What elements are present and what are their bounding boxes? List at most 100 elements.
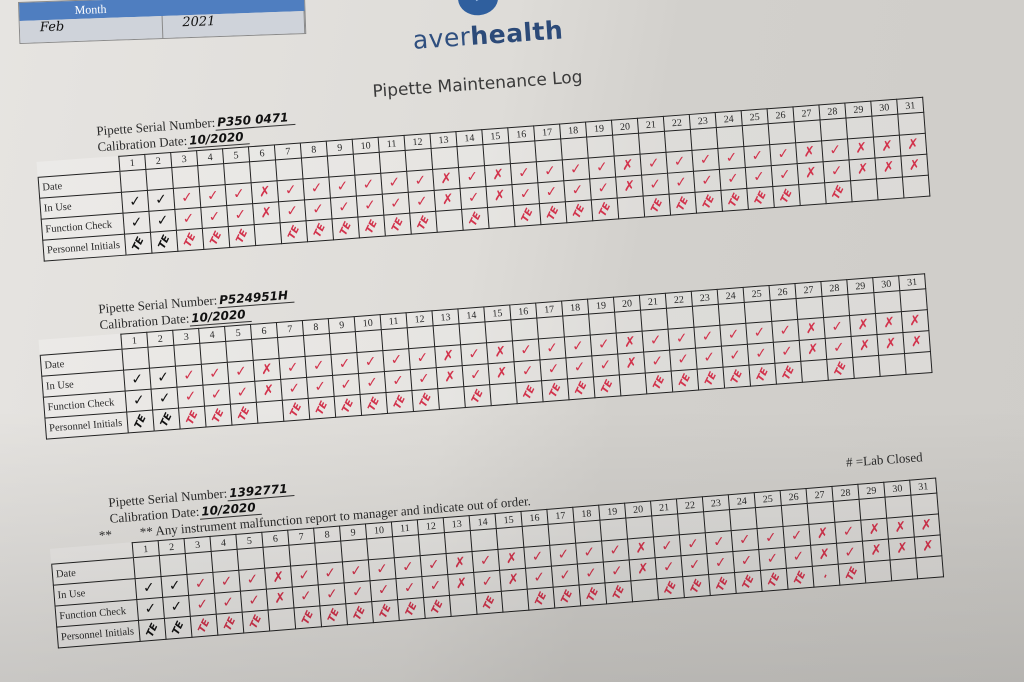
log-cell[interactable] xyxy=(456,144,485,168)
log-cell[interactable]: ✓ xyxy=(472,549,500,573)
log-cell[interactable]: ✓ xyxy=(304,197,332,221)
log-cell[interactable]: ✓ xyxy=(380,171,409,195)
log-cell[interactable]: TE xyxy=(397,597,426,621)
log-cell[interactable]: ✗ xyxy=(797,161,825,185)
log-cell[interactable] xyxy=(904,351,933,375)
log-cell[interactable]: ✗ xyxy=(912,513,941,537)
log-cell[interactable]: TE xyxy=(669,192,697,216)
log-cell[interactable]: ✗ xyxy=(627,536,656,560)
log-cell[interactable]: ✓ xyxy=(577,562,605,586)
log-cell[interactable]: ✓ xyxy=(693,325,722,349)
log-cell[interactable]: ✓ xyxy=(384,369,412,393)
log-cell[interactable]: ✓ xyxy=(290,564,319,588)
log-cell[interactable]: ✓ xyxy=(149,366,177,390)
log-cell[interactable]: TE xyxy=(178,406,207,430)
log-cell[interactable] xyxy=(433,323,461,347)
log-cell[interactable] xyxy=(852,355,881,379)
log-cell[interactable]: ✓ xyxy=(240,589,269,613)
log-cell[interactable]: ✗ xyxy=(875,311,903,335)
log-cell[interactable] xyxy=(807,501,835,525)
log-cell[interactable]: TE xyxy=(604,580,633,604)
log-cell[interactable] xyxy=(716,125,744,149)
log-cell[interactable]: ✗ xyxy=(254,379,283,403)
log-cell[interactable] xyxy=(173,343,202,367)
log-cell[interactable]: ✓ xyxy=(302,177,331,200)
log-cell[interactable]: TE xyxy=(720,188,749,212)
log-cell[interactable]: TE xyxy=(515,380,544,404)
log-cell[interactable]: ✓ xyxy=(771,163,799,187)
log-cell[interactable]: ✓ xyxy=(123,368,152,392)
log-cell[interactable]: TE xyxy=(591,197,619,221)
log-cell[interactable] xyxy=(560,137,589,160)
log-cell[interactable] xyxy=(437,386,466,410)
log-cell[interactable]: ✓ xyxy=(330,352,359,376)
log-cell[interactable]: ✓ xyxy=(151,387,179,411)
log-cell[interactable] xyxy=(630,578,659,602)
log-cell[interactable]: TE xyxy=(697,367,725,391)
log-cell[interactable] xyxy=(794,119,822,143)
log-cell[interactable]: ✗ xyxy=(436,365,464,389)
log-cell[interactable] xyxy=(508,140,537,164)
log-cell[interactable] xyxy=(902,175,930,198)
log-cell[interactable]: ✓ xyxy=(679,532,707,556)
log-cell[interactable]: ✗ xyxy=(901,309,929,333)
log-cell[interactable]: ✗ xyxy=(497,547,526,571)
log-cell[interactable] xyxy=(211,549,239,573)
log-cell[interactable]: ✓ xyxy=(773,340,801,364)
log-cell[interactable]: ✗ xyxy=(434,344,463,368)
log-cell[interactable]: TE xyxy=(202,226,230,250)
log-cell[interactable] xyxy=(718,302,746,326)
log-cell[interactable]: ✗ xyxy=(900,154,929,178)
log-cell[interactable]: TE xyxy=(308,396,336,420)
log-cell[interactable]: ✓ xyxy=(705,530,733,554)
log-cell[interactable]: ✓ xyxy=(173,186,201,210)
log-cell[interactable]: ✓ xyxy=(823,315,852,339)
log-cell[interactable] xyxy=(379,150,407,174)
log-cell[interactable]: ✓ xyxy=(356,194,384,218)
log-cell[interactable] xyxy=(625,515,654,539)
log-cell[interactable] xyxy=(327,154,355,178)
log-cell[interactable] xyxy=(329,331,357,355)
log-cell[interactable]: ✓ xyxy=(643,350,672,374)
log-cell[interactable]: ✓ xyxy=(382,192,410,216)
log-cell[interactable] xyxy=(268,607,296,631)
log-cell[interactable] xyxy=(798,182,827,206)
log-cell[interactable] xyxy=(435,209,464,233)
log-cell[interactable]: ✗ xyxy=(266,587,294,611)
log-cell[interactable]: ✓ xyxy=(306,375,335,399)
log-cell[interactable] xyxy=(859,497,887,521)
log-cell[interactable] xyxy=(314,540,343,565)
log-cell[interactable]: TE xyxy=(216,612,244,636)
log-cell[interactable]: ✗ xyxy=(499,568,528,592)
log-cell[interactable]: ✓ xyxy=(395,576,424,600)
log-cell[interactable]: ✓ xyxy=(537,180,566,204)
log-cell[interactable]: ✓ xyxy=(228,381,257,405)
log-cell[interactable] xyxy=(796,296,824,320)
log-cell[interactable]: TE xyxy=(694,190,723,214)
log-cell[interactable]: ✓ xyxy=(305,354,333,378)
log-cell[interactable]: TE xyxy=(760,568,789,592)
log-cell[interactable] xyxy=(119,169,148,193)
log-cell[interactable]: ✗ xyxy=(434,188,462,212)
log-cell[interactable] xyxy=(484,319,513,343)
log-cell[interactable]: TE xyxy=(230,402,258,426)
log-cell[interactable]: TE xyxy=(282,398,310,422)
log-cell[interactable]: TE xyxy=(746,186,775,210)
log-cell[interactable] xyxy=(482,142,511,166)
log-cell[interactable] xyxy=(666,306,694,330)
log-cell[interactable]: ✓ xyxy=(732,549,761,573)
log-cell[interactable]: TE xyxy=(826,357,855,381)
log-cell[interactable]: TE xyxy=(126,410,155,433)
log-cell[interactable]: ✓ xyxy=(473,570,502,594)
log-cell[interactable]: ✓ xyxy=(603,559,631,583)
log-cell[interactable]: ✓ xyxy=(328,175,357,198)
log-cell[interactable] xyxy=(496,526,524,550)
log-cell[interactable]: ✓ xyxy=(681,553,709,577)
log-cell[interactable]: ✓ xyxy=(667,171,695,195)
log-cell[interactable] xyxy=(444,530,473,554)
log-cell[interactable]: ✓ xyxy=(382,348,411,372)
log-cell[interactable]: ✓ xyxy=(512,338,540,362)
log-cell[interactable]: ✗ xyxy=(264,566,293,590)
log-cell[interactable]: TE xyxy=(357,215,386,238)
log-cell[interactable]: ✓ xyxy=(693,169,721,193)
